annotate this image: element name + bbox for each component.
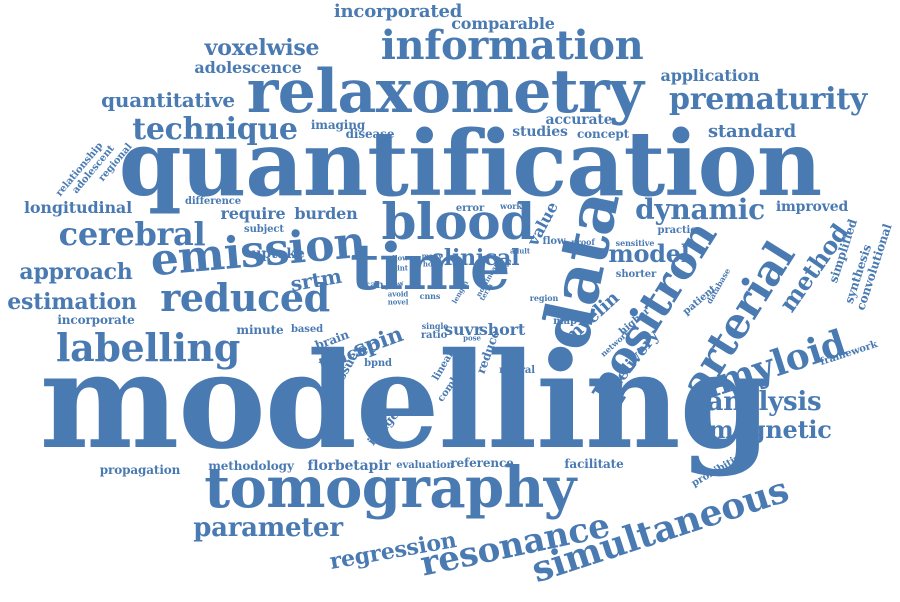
- word-reduced: reduced: [160, 275, 330, 320]
- word-hour: hour: [422, 259, 442, 269]
- word-voxelwise: voxelwise: [204, 35, 320, 61]
- word-technique: technique: [132, 112, 298, 147]
- word-avoid: avoid: [387, 289, 409, 299]
- word-improved: improved: [775, 199, 849, 215]
- word-cnns: cnns: [419, 291, 441, 301]
- word-cerebral: cerebral: [58, 215, 206, 253]
- word-novel: novel: [387, 297, 409, 307]
- word-imaging: imaging: [310, 118, 366, 132]
- word-flow: flow: [542, 236, 566, 247]
- word-information: information: [380, 22, 644, 69]
- word-longitudinal: longitudinal: [23, 198, 133, 217]
- word-blood: blood: [381, 192, 535, 251]
- word-quantification: quantification: [118, 111, 822, 217]
- word-florbetapir: florbetapir: [307, 458, 391, 474]
- word-study: study: [570, 270, 594, 280]
- word-neural: neural: [499, 365, 535, 376]
- word-time: time: [350, 230, 510, 305]
- word-single: single: [421, 321, 449, 331]
- word-many: many: [421, 251, 443, 261]
- word-disease: disease: [345, 127, 395, 141]
- word-tomography: tomography: [204, 455, 576, 521]
- word-based: based: [291, 324, 323, 335]
- word-burden: burden: [294, 204, 358, 223]
- word-studies: studies: [512, 124, 568, 140]
- word-standard: standard: [707, 121, 797, 142]
- word-minute: minute: [236, 323, 284, 337]
- word-model: model: [608, 239, 690, 268]
- word-adult: adult: [509, 246, 531, 256]
- word-prematurity: prematurity: [669, 82, 867, 117]
- word-pose: pose: [463, 333, 481, 343]
- word-propagation: propagation: [99, 463, 181, 477]
- word-magnetic: magnetic: [708, 415, 832, 444]
- word-application: application: [660, 66, 760, 85]
- word-sensitive: sensitive: [615, 238, 655, 248]
- word-reference: reference: [450, 456, 514, 470]
- word-modelling: modelling: [39, 324, 772, 479]
- word-work: work: [500, 201, 522, 211]
- word-scan: scan: [358, 280, 384, 291]
- word-labelling: labelling: [56, 325, 240, 370]
- word-joint: joint: [390, 263, 408, 273]
- word-practice: practice: [657, 225, 703, 236]
- word-facilitate: facilitate: [564, 457, 624, 471]
- word-approach: approach: [19, 259, 133, 285]
- word-proof: proof: [571, 237, 595, 247]
- word-methodology: methodology: [208, 459, 294, 473]
- word-estimation: estimation: [7, 289, 137, 315]
- word-analysis: analysis: [706, 387, 822, 417]
- word-clinical: clinical: [430, 245, 520, 271]
- word-allow: allow: [387, 253, 409, 263]
- word-map: map: [553, 316, 577, 327]
- word-comparable: comparable: [451, 14, 555, 33]
- word-bpnd: bpnd: [364, 358, 392, 369]
- word-incorporated: incorporated: [333, 1, 463, 22]
- word-require: require: [220, 204, 286, 223]
- word-accurate: accurate: [545, 112, 613, 128]
- word-ratio: ratio: [420, 330, 448, 341]
- word-error: error: [455, 203, 485, 214]
- word-short: short: [478, 320, 526, 339]
- word-difference: difference: [184, 196, 242, 207]
- word-concept: concept: [576, 127, 630, 141]
- word-region: region: [529, 293, 559, 303]
- word-shorter: shorter: [615, 269, 657, 280]
- word-relaxometry: relaxometry: [246, 57, 644, 127]
- word-subject: subject: [244, 224, 284, 235]
- word-evaluation: evaluation: [396, 460, 454, 471]
- word-parameter: parameter: [193, 513, 343, 543]
- word-suvr: suvr: [444, 320, 482, 339]
- word-incorporate: incorporate: [57, 313, 135, 327]
- word-dynamic: dynamic: [635, 193, 765, 226]
- word-uptake: uptake: [251, 246, 305, 262]
- word-adolescence: adolescence: [194, 58, 302, 77]
- word-quantitative: quantitative: [101, 88, 235, 112]
